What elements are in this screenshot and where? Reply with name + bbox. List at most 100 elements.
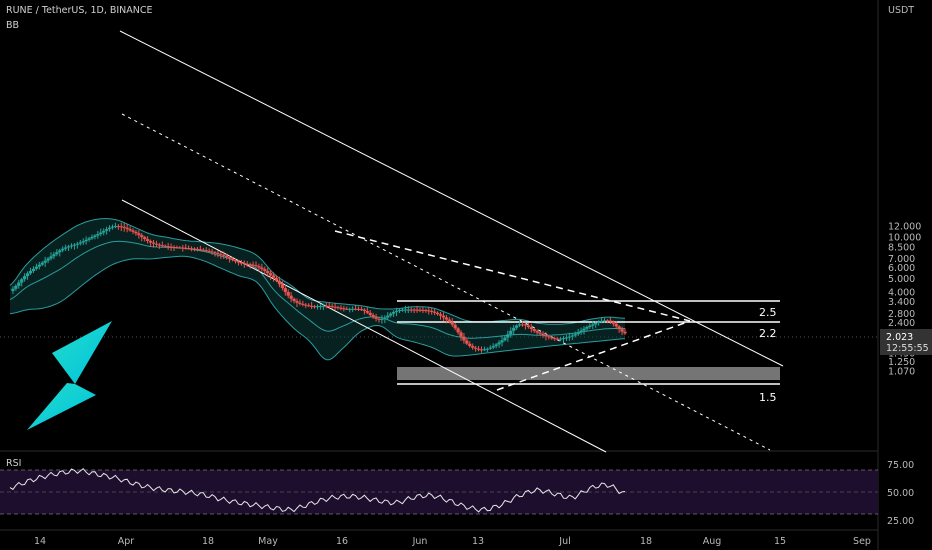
candle-body [315, 306, 320, 308]
thorchain-logo [27, 321, 112, 430]
last-price-value: 2.023 [886, 332, 913, 343]
indicator-label-rsi: RSI [6, 458, 22, 469]
candle-body [602, 320, 607, 322]
candle-body [230, 258, 235, 261]
candle-body [380, 318, 384, 320]
price-axis-unit: USDT [888, 5, 914, 16]
candle-body [620, 329, 624, 332]
candle-body [497, 342, 501, 345]
candle-body [25, 273, 30, 277]
candle-body [66, 246, 71, 248]
candle-body [582, 328, 586, 331]
candle-body [58, 250, 62, 253]
level-label-2-5: 2.5 [759, 306, 777, 319]
candle-body [251, 264, 255, 266]
candle-body [195, 248, 200, 250]
time-tick: Jul [558, 536, 570, 547]
candle-body [23, 276, 27, 280]
support-zone [397, 367, 780, 380]
candle-body [131, 230, 135, 232]
candle-body [515, 325, 519, 328]
candle-body [295, 301, 299, 303]
candle-body [550, 337, 554, 339]
candle-body [304, 304, 308, 306]
candle-body [107, 227, 112, 230]
time-axis[interactable]: 14 Apr 18 May 16 Jun 13 Jul 18 Aug 15 Sep [34, 536, 871, 547]
candle-body [459, 332, 463, 337]
candle-body [266, 271, 270, 274]
candle-body [105, 229, 109, 231]
candle-body [119, 226, 123, 228]
candle-body [72, 244, 77, 246]
candle-body [292, 298, 296, 302]
candle-body [412, 309, 416, 311]
candle-body [189, 248, 194, 250]
candle-body [377, 318, 381, 320]
candle-body [585, 327, 589, 329]
candle-body [151, 242, 156, 244]
candle-body [339, 307, 343, 309]
candle-body [128, 229, 132, 231]
candle-body [605, 320, 610, 322]
candle-body [368, 312, 372, 315]
candle-body [154, 243, 159, 245]
candle-body [359, 309, 364, 311]
candle-body [219, 253, 223, 255]
candle-body [576, 332, 580, 335]
candle-body [400, 309, 405, 311]
channel-lower-line [121, 199, 607, 453]
price-tick: 6.000 [888, 263, 915, 274]
candle-body [336, 307, 340, 309]
candle-body [37, 264, 41, 267]
candle-body [438, 314, 443, 316]
candle-body [321, 305, 325, 307]
bb-lower-line [9, 255, 626, 361]
price-tick: 8.500 [888, 242, 915, 253]
candle-body [406, 309, 410, 311]
candle-body [307, 305, 311, 307]
candle-body [204, 250, 208, 252]
price-tick: 12.000 [888, 222, 921, 233]
candle-body [207, 250, 211, 252]
candle-body [567, 336, 571, 338]
candle-body [558, 338, 563, 340]
candle-body [84, 239, 88, 242]
bb-basis-line [9, 240, 625, 339]
candle-body [330, 306, 334, 308]
candle-body [591, 324, 595, 326]
candle-body [75, 243, 79, 245]
price-tick: 4.000 [888, 287, 915, 298]
candle-body [146, 239, 150, 242]
candle-body [160, 245, 164, 247]
candle-body [386, 315, 390, 318]
candle-body [397, 310, 402, 312]
candle-body [541, 333, 545, 336]
time-tick: 16 [336, 536, 348, 547]
candle-body [14, 285, 18, 289]
price-tick: 3.400 [888, 297, 915, 308]
candle-body [125, 227, 129, 230]
candle-body [456, 328, 460, 333]
candle-body [424, 310, 428, 312]
candle-body [169, 246, 173, 248]
candle-body [517, 324, 522, 326]
candle-body [453, 324, 457, 329]
candle-body [418, 309, 422, 311]
candle-body [28, 271, 33, 274]
candle-body [269, 273, 273, 276]
candle-body [274, 277, 279, 281]
bb-fill [10, 218, 625, 360]
candle-body [11, 288, 15, 291]
candle-body [333, 306, 337, 308]
candle-body [55, 252, 59, 255]
candle-body [362, 309, 366, 311]
candle-body [178, 247, 182, 249]
candlesticks [11, 222, 627, 353]
candle-body [242, 263, 246, 265]
triangle-upper-line [334, 230, 691, 322]
candle-body [491, 346, 495, 348]
candle-body [465, 340, 469, 344]
candle-body [116, 226, 120, 228]
